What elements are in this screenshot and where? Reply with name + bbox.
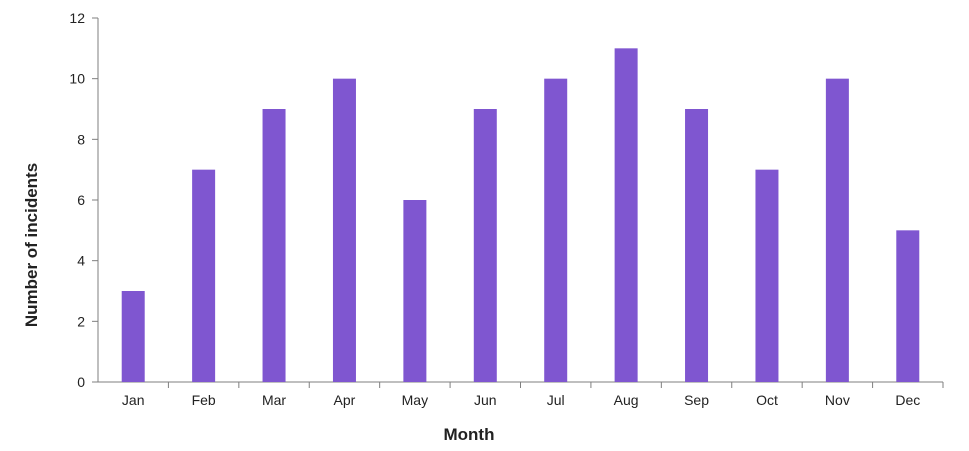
y-tick-label: 0 — [77, 374, 85, 390]
bar-dec — [896, 230, 920, 382]
x-tick-label: Jun — [474, 392, 497, 408]
y-tick-label: 4 — [77, 253, 85, 269]
bar-apr — [332, 78, 356, 383]
x-tick-label: Apr — [334, 392, 356, 408]
y-tick-label: 12 — [69, 10, 85, 26]
x-tick-label: May — [402, 392, 428, 408]
y-tick-label: 8 — [77, 131, 85, 147]
y-tick-label: 6 — [77, 192, 85, 208]
x-tick-label: Sep — [684, 392, 709, 408]
bar-nov — [825, 78, 849, 383]
bar-jun — [473, 109, 497, 382]
bar-sep — [685, 109, 709, 382]
y-axis-title: Number of incidents — [22, 163, 41, 327]
x-tick-label: Dec — [895, 392, 920, 408]
x-tick-label: Aug — [614, 392, 639, 408]
x-axis-title: Month — [444, 425, 495, 444]
y-tick-label: 10 — [69, 71, 85, 87]
bars — [121, 48, 920, 383]
x-tick-label: Jan — [122, 392, 145, 408]
bar-aug — [614, 48, 638, 382]
y-tick-label: 2 — [77, 313, 85, 329]
bar-jan — [121, 291, 145, 382]
x-tick-label: Jul — [547, 392, 565, 408]
bar-oct — [755, 169, 779, 382]
bar-may — [403, 200, 427, 382]
x-axis: Jan Feb Mar Apr May Jun Jul Aug Sep Oct Nov Dec — [98, 381, 944, 408]
bar-mar — [262, 109, 286, 382]
x-tick-label: Oct — [756, 392, 778, 408]
x-tick-label: Nov — [825, 392, 850, 408]
x-tick-label: Feb — [192, 392, 216, 408]
bar-feb — [192, 169, 216, 382]
x-tick-label: Mar — [262, 392, 286, 408]
y-axis: 0 2 4 6 8 10 12 — [69, 10, 99, 390]
bar-jul — [544, 78, 568, 383]
